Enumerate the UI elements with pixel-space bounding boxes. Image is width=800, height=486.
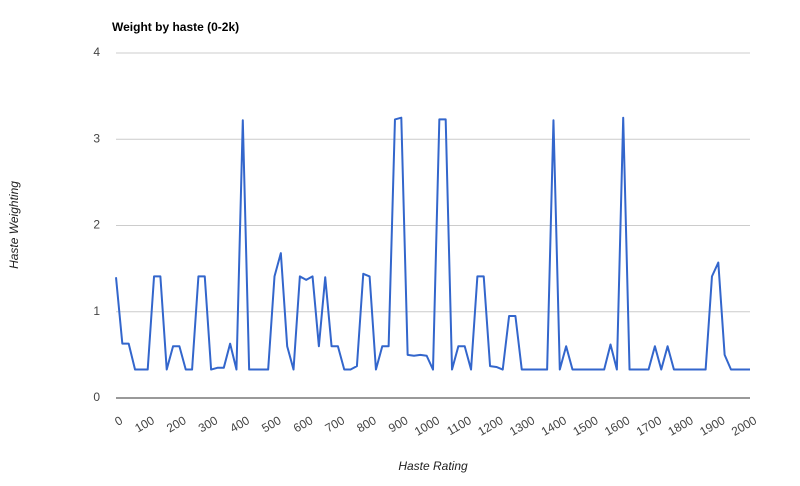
- y-tick-label: 4: [93, 45, 100, 59]
- y-tick-label: 1: [93, 304, 100, 318]
- y-tick-label: 0: [93, 390, 100, 404]
- y-tick-label: 3: [93, 131, 100, 145]
- y-tick-label: 2: [93, 218, 100, 232]
- x-axis-title: Haste Rating: [398, 459, 468, 473]
- chart-title: Weight by haste (0-2k): [112, 20, 239, 34]
- data-line: [115, 116, 750, 371]
- y-axis-title: Haste Weighting: [7, 181, 21, 269]
